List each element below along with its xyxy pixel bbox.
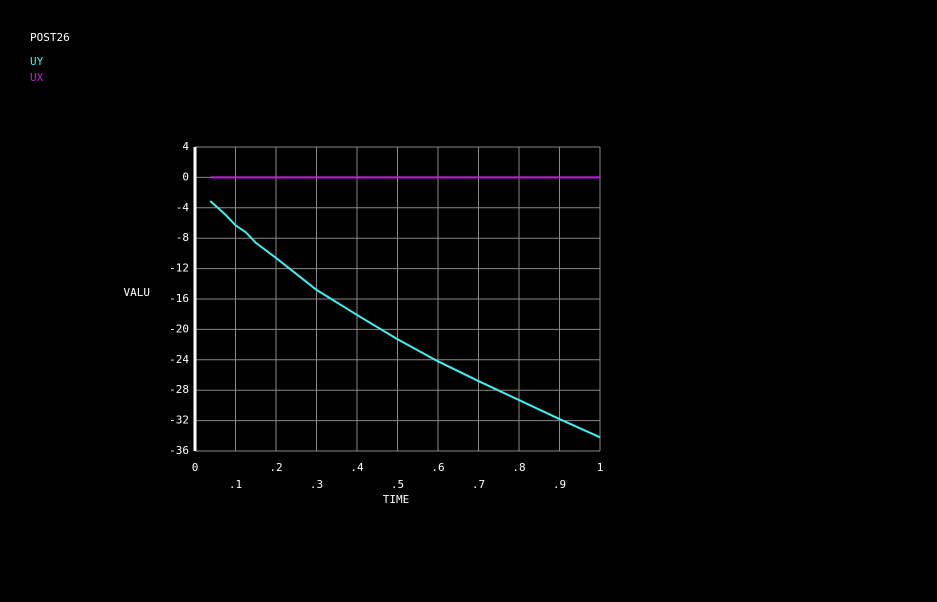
y-tick-label: -20 xyxy=(169,322,189,335)
y-tick-label: -16 xyxy=(169,292,189,305)
y-axis-label: VALU xyxy=(124,286,151,299)
data-line xyxy=(209,200,601,439)
x-tick-label: .5 xyxy=(391,478,404,491)
y-tick-label: -24 xyxy=(169,353,189,366)
x-tick-label: .9 xyxy=(553,478,566,491)
chart-title: POST26 xyxy=(30,31,70,44)
x-tick-label: .4 xyxy=(350,461,364,474)
y-tick-label: -8 xyxy=(176,231,189,244)
legend-entry: UX xyxy=(30,71,44,84)
x-tick-label: .8 xyxy=(512,461,525,474)
y-tick-label: -36 xyxy=(169,444,189,457)
x-axis-label: TIME xyxy=(383,493,410,506)
y-tick-label: -12 xyxy=(169,262,189,275)
x-tick-label: .3 xyxy=(310,478,323,491)
y-tick-label: -28 xyxy=(169,383,189,396)
x-tick-label: .6 xyxy=(431,461,444,474)
y-tick-label: 4 xyxy=(182,140,189,153)
x-tick-label: .7 xyxy=(472,478,485,491)
y-tick-label: 0 xyxy=(182,170,189,183)
y-tick-label: -32 xyxy=(169,414,189,427)
y-tick-label: -4 xyxy=(176,201,190,214)
x-tick-label: .1 xyxy=(229,478,242,491)
x-tick-label: 1 xyxy=(597,461,604,474)
x-tick-label: .2 xyxy=(269,461,282,474)
legend-entry: UY xyxy=(30,55,44,68)
x-tick-label: 0 xyxy=(192,461,199,474)
